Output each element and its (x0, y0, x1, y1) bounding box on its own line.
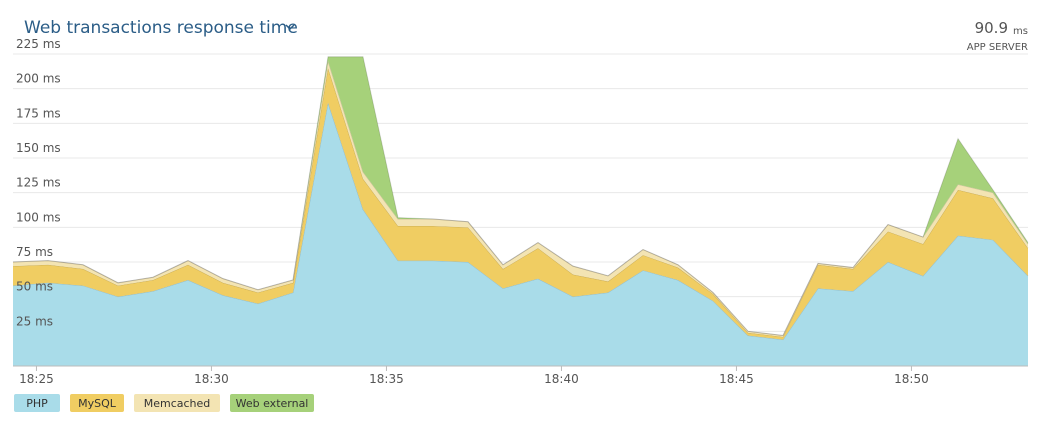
summary-value: 90.9 (975, 19, 1008, 37)
legend-swatch[interactable] (134, 394, 220, 412)
x-tick-label: 18:25 (19, 372, 54, 386)
legend-swatch[interactable] (70, 394, 124, 412)
y-tick-label: 125 ms (16, 176, 61, 190)
legend-label[interactable]: PHP (26, 397, 48, 410)
y-tick-label: 225 ms (16, 37, 61, 51)
x-tick-label: 18:35 (369, 372, 404, 386)
area (13, 102, 1028, 367)
chart-title[interactable]: Web transactions response time (24, 18, 298, 38)
x-tick-label: 18:40 (544, 372, 579, 386)
y-tick-label: 150 ms (16, 141, 61, 155)
dropdown-chevron[interactable] (285, 24, 295, 31)
summary-label: APP SERVER (967, 42, 1028, 53)
x-tick-label: 18:45 (719, 372, 754, 386)
area-edge (12, 60, 1029, 337)
summary-unit: ms (1013, 26, 1028, 37)
legend-swatch[interactable] (230, 394, 314, 412)
legend-label[interactable]: MySQL (78, 397, 117, 410)
x-tick-label: 18:50 (894, 372, 929, 386)
x-tick-label: 18:30 (194, 372, 229, 386)
legend-label[interactable]: Web external (236, 397, 309, 410)
y-tick-label: 25 ms (16, 314, 53, 328)
y-tick-label: 50 ms (16, 280, 53, 294)
y-tick-label: 75 ms (16, 245, 53, 259)
area-edge (12, 56, 1029, 337)
y-tick-label: 200 ms (16, 72, 61, 86)
legend-label[interactable]: Memcached (144, 397, 211, 410)
y-tick-label: 175 ms (16, 106, 61, 120)
y-tick-label: 100 ms (16, 210, 61, 224)
legend-swatch[interactable] (14, 394, 60, 412)
